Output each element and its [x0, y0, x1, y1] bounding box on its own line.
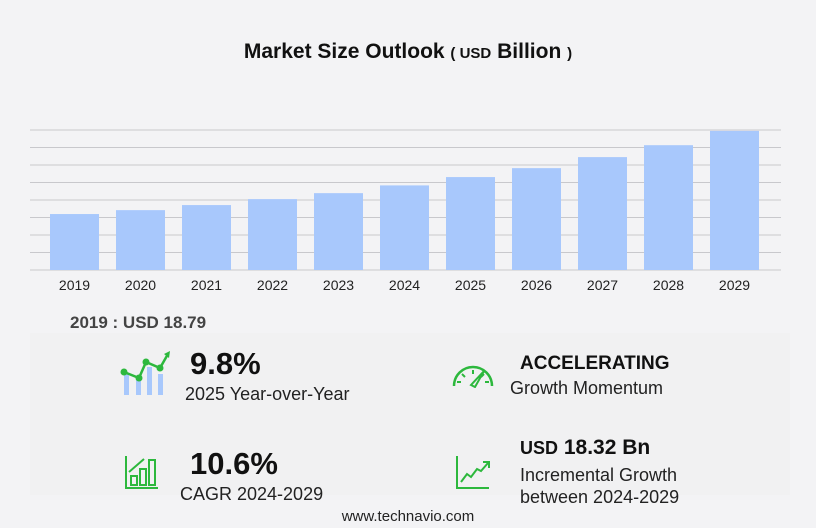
cagr-value: 10.6% — [190, 446, 278, 481]
title-unit: Billion — [497, 40, 562, 63]
x-tick-label: 2028 — [653, 277, 684, 293]
cagr-label: CAGR 2024-2029 — [180, 484, 324, 504]
chart-title: Market Size Outlook ( USD Billion ) — [243, 40, 573, 63]
cagr-bar-icon — [125, 456, 158, 489]
bar-2019 — [50, 214, 99, 270]
incremental-value: USD 18.32 Bn — [520, 436, 650, 460]
stats-panel — [30, 333, 790, 495]
incremental-label-2: between 2024-2029 — [520, 487, 680, 507]
bar-2023 — [314, 193, 363, 270]
momentum-value: ACCELERATING — [520, 353, 670, 374]
momentum-label: Growth Momentum — [510, 378, 664, 398]
footer-url[interactable]: www.technavio.com — [341, 508, 475, 525]
x-tick-label: 2026 — [521, 277, 552, 293]
x-tick-label: 2024 — [389, 277, 420, 293]
title-text: Market Size Outlook — [243, 40, 445, 63]
bar-2022 — [248, 199, 297, 270]
incremental-prefix: USD — [520, 438, 559, 458]
bar-2025 — [446, 177, 495, 270]
bar-2029 — [710, 130, 759, 270]
bar-2026 — [512, 168, 561, 270]
bar-2024 — [380, 185, 429, 270]
x-tick-label: 2019 — [59, 277, 90, 293]
x-tick-label: 2023 — [323, 277, 354, 293]
incremental-label-1: Incremental Growth — [520, 465, 678, 485]
x-tick-label: 2025 — [455, 277, 486, 293]
x-tick-label: 2027 — [587, 277, 618, 293]
base-year-value: 2019 : USD 18.79 — [70, 313, 207, 332]
x-tick-label: 2020 — [125, 277, 156, 293]
bar-2020 — [116, 210, 165, 270]
x-tick-label: 2022 — [257, 277, 288, 293]
bar-2028 — [644, 145, 693, 270]
yoy-value: 9.8% — [190, 346, 261, 381]
speedometer-icon — [452, 365, 494, 388]
x-tick-label: 2021 — [191, 277, 222, 293]
yoy-label: 2025 Year-over-Year — [185, 384, 350, 404]
x-tick-label: 2029 — [719, 277, 750, 293]
yoy-chart-icon — [120, 351, 170, 395]
bar-2021 — [182, 205, 231, 270]
bar-2027 — [578, 157, 627, 270]
incremental-amount: 18.32 Bn — [563, 436, 651, 459]
growth-line-icon — [456, 456, 490, 489]
title-unit-prefix: USD — [459, 45, 492, 62]
bar-chart: 2019 2020 2021 2022 2023 2024 2025 2026 2027 2028… — [30, 129, 781, 293]
